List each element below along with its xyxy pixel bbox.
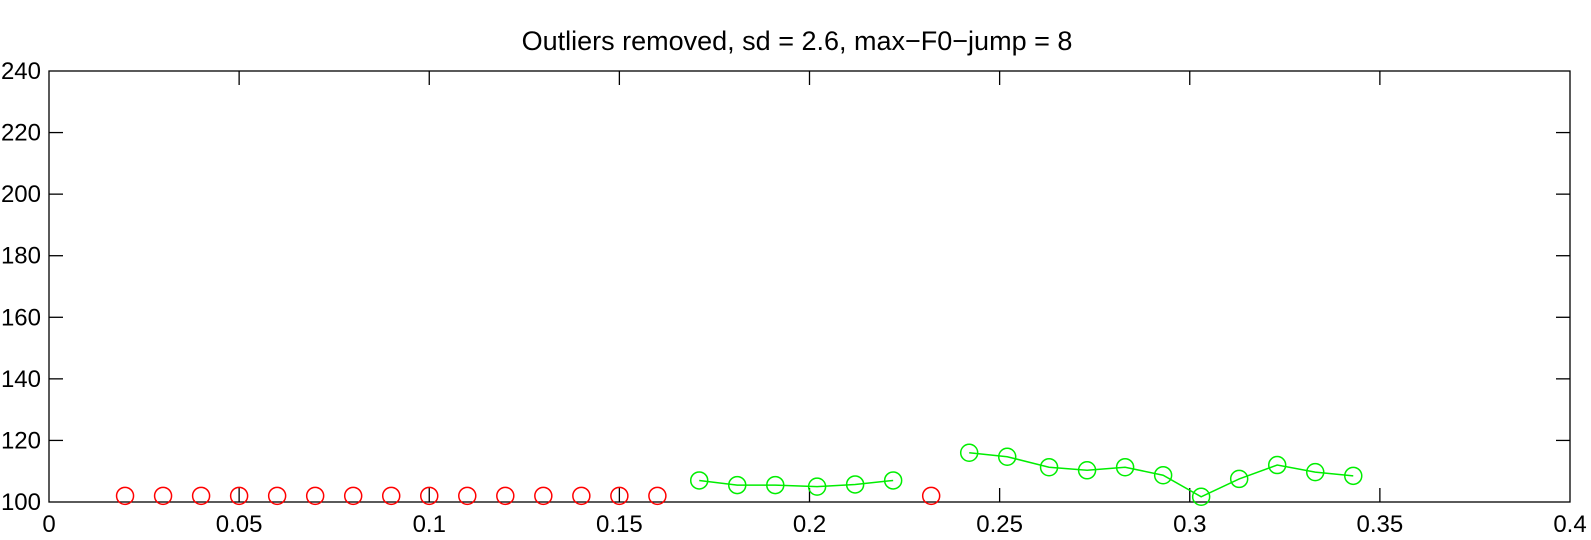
- data-point: [728, 475, 747, 495]
- data-point: [1039, 457, 1059, 477]
- data-point: [1153, 465, 1173, 485]
- x-tick-label: 0.1: [413, 511, 446, 538]
- y-tick-label: 240: [1, 58, 41, 85]
- data-point: [1191, 487, 1211, 507]
- data-point: [305, 486, 325, 506]
- data-point: [883, 471, 903, 490]
- data-point: [1344, 466, 1363, 486]
- data-point: [458, 486, 477, 506]
- y-tick-label: 200: [1, 181, 41, 208]
- data-point: [229, 486, 249, 506]
- x-tick-label: 0.35: [1357, 511, 1404, 538]
- series-2: [959, 443, 1363, 507]
- series-line: [699, 479, 894, 488]
- series-1: [689, 471, 903, 496]
- data-point: [572, 486, 591, 506]
- x-tick-label: 0.05: [216, 511, 263, 538]
- series-layer: [115, 443, 1363, 507]
- series-0: [115, 486, 941, 506]
- data-point: [1115, 457, 1135, 477]
- y-tick-label: 180: [1, 243, 41, 270]
- data-point: [997, 447, 1017, 466]
- data-point: [648, 486, 667, 506]
- x-axis: 0 0.05 0.1 0.15 0.2 0.25 0.3 0.35 0.4: [42, 71, 1587, 538]
- x-tick-label: 0.3: [1173, 511, 1206, 538]
- data-point: [115, 486, 135, 506]
- data-point: [1077, 461, 1097, 480]
- data-point: [959, 443, 979, 462]
- x-tick-label: 0.15: [596, 511, 643, 538]
- y-tick-label: 160: [1, 304, 41, 331]
- y-axis: 100 120 140 160 180 200 220 240: [1, 58, 1570, 516]
- data-point: [1229, 469, 1249, 489]
- x-tick-label: 0.25: [976, 511, 1023, 538]
- x-tick-label: 0: [42, 511, 55, 538]
- series-line: [969, 451, 1354, 498]
- data-point: [343, 486, 363, 506]
- data-point: [381, 486, 401, 506]
- data-point: [807, 477, 827, 496]
- data-point: [267, 486, 287, 506]
- chart-title: Outliers removed, sd = 2.6, max−F0−jump …: [522, 26, 1073, 56]
- data-point: [534, 486, 553, 506]
- plot-area-frame: [48, 70, 1571, 503]
- data-point: [153, 486, 173, 506]
- data-point: [845, 475, 865, 494]
- y-tick-label: 120: [1, 427, 41, 454]
- data-point: [689, 471, 709, 490]
- y-tick-label: 220: [1, 120, 41, 147]
- y-tick-label: 100: [1, 489, 41, 516]
- data-point: [1267, 455, 1287, 475]
- data-point: [1305, 462, 1325, 482]
- y-tick-label: 140: [1, 366, 41, 393]
- data-point: [610, 486, 629, 506]
- data-point: [766, 475, 785, 495]
- data-point: [191, 486, 211, 506]
- data-point: [420, 486, 439, 506]
- data-point: [921, 486, 941, 506]
- data-point: [496, 486, 515, 506]
- x-tick-label: 0.2: [793, 511, 826, 538]
- x-tick-label: 0.4: [1553, 511, 1586, 538]
